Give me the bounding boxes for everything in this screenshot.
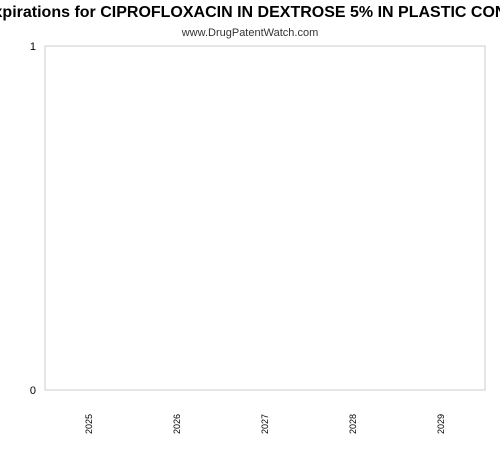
chart-subtitle: www.DrugPatentWatch.com	[181, 27, 319, 39]
x-tick-label: 2027	[260, 414, 270, 434]
y-tick-label: 1	[30, 41, 36, 53]
x-tick-label: 2029	[436, 414, 446, 434]
x-tick-label: 2025	[84, 414, 94, 434]
x-tick-label: 2026	[172, 414, 182, 434]
chart-title: xpirations for CIPROFLOXACIN IN DEXTROSE…	[0, 4, 500, 21]
y-axis-ticks: 01	[30, 41, 36, 397]
x-axis-ticks: 2025 2026 2027 2028 2029	[84, 414, 446, 434]
plot-area	[45, 46, 485, 390]
x-tick-label: 2028	[348, 414, 358, 434]
y-tick-label: 0	[30, 385, 36, 397]
